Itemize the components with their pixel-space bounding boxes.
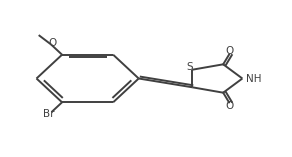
Text: O: O: [48, 38, 57, 48]
Text: Br: Br: [44, 109, 55, 119]
Text: NH: NH: [246, 73, 261, 84]
Text: O: O: [225, 101, 233, 111]
Text: S: S: [186, 62, 192, 72]
Text: O: O: [225, 46, 233, 56]
